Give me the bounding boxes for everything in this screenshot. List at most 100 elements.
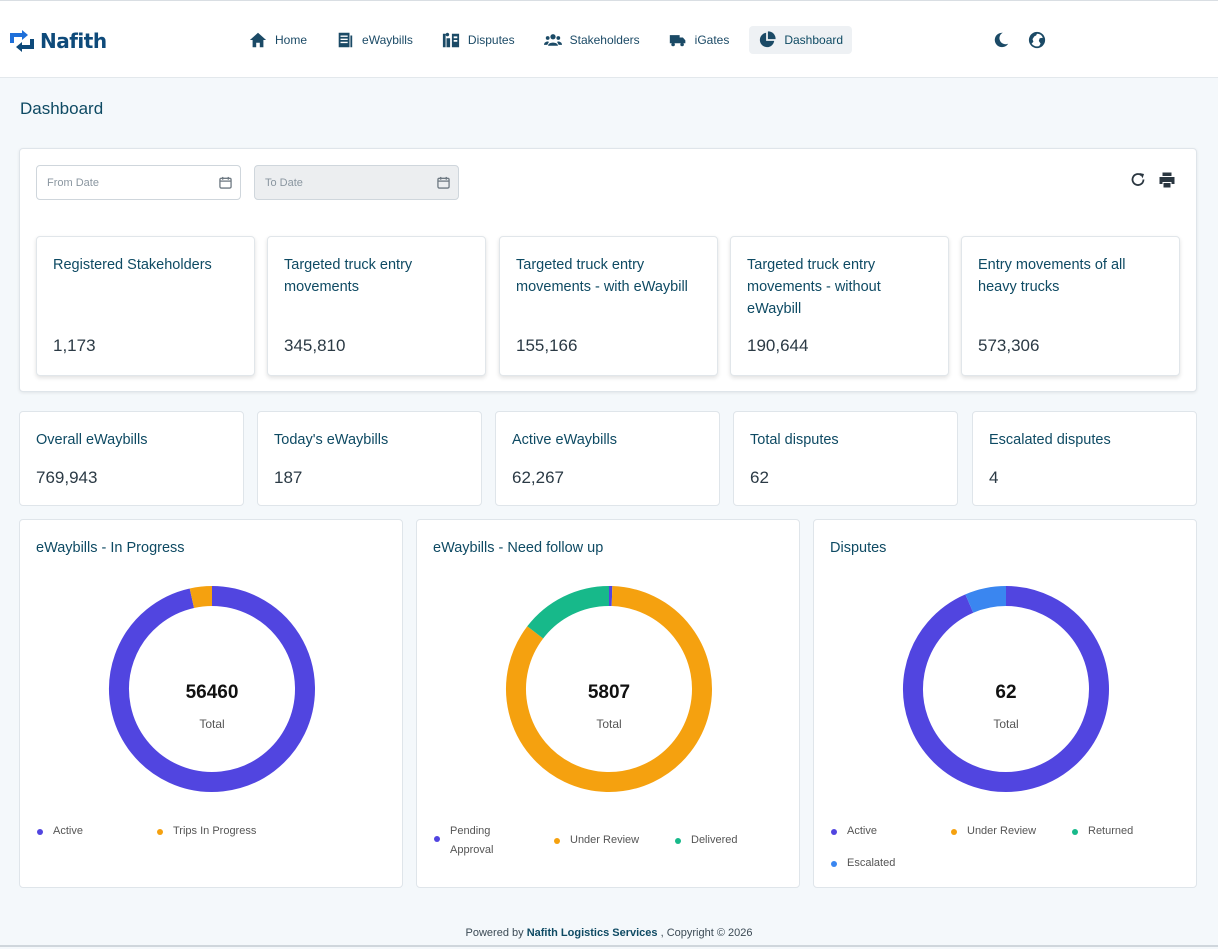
calendar-icon[interactable] [437, 176, 450, 189]
donut-total-value: 56460 [186, 682, 239, 703]
top-navbar: Nafith Home eWaybills Disputes Stakehold… [0, 0, 1218, 78]
globe-icon [1028, 31, 1046, 49]
stat-title: Total disputes [750, 432, 839, 448]
nav-ewaybills-label: eWaybills [362, 33, 413, 47]
theme-toggle-button[interactable] [990, 29, 1012, 51]
legend-dot [1072, 829, 1078, 835]
donut-chart[interactable]: 5807 Total [417, 572, 801, 812]
legend-label: Under Review [967, 825, 1037, 837]
donut-chart[interactable]: 62 Total [814, 572, 1198, 812]
legend-item[interactable]: Trips In Progress [157, 822, 256, 841]
kpi-card-heavy-trucks: Entry movements of all heavy trucks 573,… [961, 236, 1180, 376]
logo-arrows-icon [10, 30, 34, 52]
footer-prefix: Powered by [465, 927, 524, 939]
kpi-value: 190,644 [747, 336, 809, 355]
stat-value: 62 [750, 468, 769, 487]
users-icon [543, 34, 562, 46]
nav-dashboard[interactable]: Dashboard [749, 26, 853, 54]
donut-total-value: 5807 [588, 682, 630, 703]
legend-dot [434, 836, 440, 842]
nav-igates[interactable]: iGates [660, 26, 739, 54]
donut-total-value: 62 [995, 682, 1016, 703]
footer: Powered by Nafith Logistics Services , C… [0, 927, 1218, 939]
donut-segment-active[interactable] [903, 586, 1109, 792]
kpi-card-targeted-entry: Targeted truck entry movements 345,810 [267, 236, 486, 376]
nav-home[interactable]: Home [240, 26, 316, 54]
nav-disputes-label: Disputes [467, 33, 515, 47]
legend-item[interactable]: Returned [1072, 822, 1133, 841]
calendar-icon[interactable] [219, 176, 232, 189]
legend-item[interactable]: Under Review [554, 831, 639, 850]
legend-item[interactable]: Under Review [951, 822, 1036, 841]
stat-title: Escalated disputes [989, 432, 1111, 448]
legend-dot [831, 829, 837, 835]
legend-label: Pending Approval [450, 825, 494, 856]
donut-chart[interactable]: 56460 Total [20, 572, 404, 812]
nav-igates-label: iGates [694, 33, 730, 47]
legend-dot [831, 861, 837, 867]
language-button[interactable] [1026, 29, 1048, 51]
moon-icon [994, 32, 1009, 48]
chart-card-ewaybills-need-follow-up: eWaybills - Need follow up 5807 Total Pe… [416, 519, 800, 888]
kpi-card-targeted-entry-with-ewaybill: Targeted truck entry movements - with eW… [499, 236, 718, 376]
print-button[interactable] [1158, 171, 1176, 189]
from-date-input[interactable]: From Date [36, 165, 241, 200]
to-date-input[interactable]: To Date [254, 165, 459, 200]
stat-card-escalated-disputes: Escalated disputes 4 [972, 411, 1197, 506]
kpi-value: 345,810 [284, 336, 346, 355]
nav-dashboard-label: Dashboard [784, 33, 844, 47]
donut-segment-escalated[interactable] [965, 586, 1007, 613]
nav-ewaybills[interactable]: eWaybills [327, 26, 422, 54]
kpi-card-targeted-entry-without-ewaybill: Targeted truck entry movements - without… [730, 236, 949, 376]
stat-title: Today's eWaybills [274, 432, 389, 448]
nav-home-label: Home [275, 33, 308, 47]
legend-label: Returned [1088, 825, 1134, 837]
nav-disputes[interactable]: Disputes [433, 26, 524, 54]
chart-card-ewaybills-in-progress: eWaybills - In Progress 56460 Total Acti… [19, 519, 403, 888]
donut-segment-delivered[interactable] [527, 586, 610, 639]
footer-copyright: , Copyright © 2026 [660, 927, 753, 939]
page-title: Dashboard [20, 99, 104, 118]
kpi-title: Entry movements of all heavy trucks [978, 257, 1126, 295]
brand-name: Nafith [40, 29, 107, 53]
legend-label: Trips In Progress [173, 825, 257, 837]
kpi-title: Targeted truck entry movements [284, 257, 413, 295]
stat-value: 769,943 [36, 468, 98, 487]
stat-value: 4 [989, 468, 999, 487]
donut-total-label: Total [596, 717, 621, 731]
donut-segment-under-review[interactable] [506, 586, 712, 792]
legend-item[interactable]: Pending Approval [434, 822, 514, 860]
donut-segment-trips-in-progress[interactable] [189, 586, 213, 609]
refresh-button[interactable] [1129, 171, 1147, 189]
stat-value: 187 [274, 468, 303, 487]
kpi-value: 573,306 [978, 336, 1040, 355]
nav-stakeholders[interactable]: Stakeholders [535, 26, 649, 54]
kpi-value: 155,166 [516, 336, 578, 355]
legend-item[interactable]: Delivered [675, 831, 737, 850]
legend-dot [37, 829, 43, 835]
legend-label: Delivered [691, 834, 738, 846]
chart-card-disputes: Disputes 62 Total Active Under Review Re… [813, 519, 1197, 888]
legend-item[interactable]: Active [37, 822, 83, 841]
donut-total-label: Total [199, 717, 224, 731]
home-icon [249, 32, 267, 48]
chart-title: eWaybills - Need follow up [433, 540, 604, 556]
brand-logo[interactable]: Nafith [8, 27, 107, 55]
legend-label: Active [847, 825, 877, 837]
legend-label: Active [53, 825, 83, 837]
kpi-card-registered-stakeholders: Registered Stakeholders 1,173 [36, 236, 255, 376]
footer-company-link[interactable]: Nafith Logistics Services [526, 927, 658, 939]
legend-item[interactable]: Escalated [831, 854, 895, 873]
legend-item[interactable]: Active [831, 822, 877, 841]
chart-title: Disputes [830, 540, 887, 556]
document-icon [338, 32, 353, 48]
stat-card-total-disputes: Total disputes 62 [733, 411, 958, 506]
legend-dot [554, 838, 560, 844]
print-icon [1159, 172, 1175, 188]
to-date-placeholder: To Date [265, 176, 303, 189]
legend-dot [157, 829, 163, 835]
stat-card-active-ewaybills: Active eWaybills 62,267 [495, 411, 720, 506]
donut-segment-active[interactable] [109, 586, 315, 792]
kpi-value: 1,173 [53, 336, 96, 355]
refresh-icon [1131, 173, 1145, 186]
